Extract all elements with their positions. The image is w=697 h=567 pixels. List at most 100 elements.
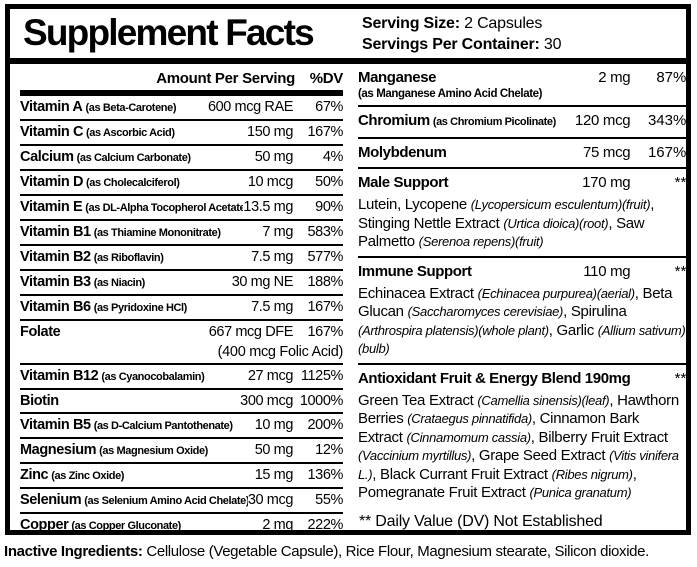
nutrient-name-group: Male Support bbox=[358, 172, 582, 193]
ingredient-latin-name: (Allium sativum)(bulb) bbox=[358, 322, 686, 357]
nutrient-dv: 136% bbox=[307, 467, 344, 483]
nutrient-name: Chromium bbox=[358, 112, 430, 129]
nutrient-name-group: Chromium (as Chromium Picolinate) bbox=[358, 110, 575, 133]
nutrient-name: Manganese bbox=[358, 69, 437, 86]
nutrient-dv: ** bbox=[674, 262, 687, 280]
ingredient-latin-name: (Vaccinium myrtillus) bbox=[358, 448, 472, 463]
nutrient-row: Folate 667 mcg DFE 167% (400 mcg Folic Acid… bbox=[20, 321, 343, 365]
nutrient-row: Copper (as Copper Gluconate) 2 mg 222% bbox=[20, 514, 343, 537]
ingredient-text: , Hawthorn Berries bbox=[358, 391, 679, 428]
nutrient-form: (as Niacin) bbox=[93, 277, 146, 289]
nutrient-name: Magnesium bbox=[20, 442, 97, 458]
nutrient-dv: 67% bbox=[315, 99, 343, 115]
nutrient-row-line: Vitamin B6 (as Pyridoxine HCl) 7.5 mg 167% bbox=[20, 297, 343, 318]
servings-per-container-line: Servings Per Container: 30 bbox=[362, 34, 686, 55]
nutrient-row-line: Folate 667 mcg DFE 167% bbox=[20, 322, 343, 342]
nutrient-row-line: Immune Support 110 mg ** bbox=[358, 261, 686, 282]
nutrient-name: Immune Support bbox=[358, 262, 472, 280]
nutrient-form: (as Magnesium Oxide) bbox=[99, 445, 208, 457]
ingredient-latin-name: (Vitis vinifera L.) bbox=[358, 448, 679, 482]
ingredient-text: Echinacea Extract bbox=[358, 284, 478, 302]
nutrient-form: (as Riboflavin) bbox=[93, 252, 164, 264]
nutrient-row: Vitamin B3 (as Niacin) 30 mg NE 188% bbox=[20, 271, 343, 296]
nutrient-amount-note: (400 mcg Folic Acid) bbox=[217, 344, 344, 360]
nutrient-name: Male Support bbox=[358, 174, 449, 191]
nutrient-row-line: Vitamin B2 (as Riboflavin) 7.5 mg 577% bbox=[20, 247, 343, 268]
ingredient-latin-name: (Punica granatum) bbox=[529, 485, 632, 500]
nutrient-row-line: Manganese 2 mg 87% bbox=[358, 67, 686, 88]
nutrient-name: Vitamin B3 bbox=[20, 274, 91, 290]
inactive-ingredients: Inactive Ingredients: Cellulose (Vegetab… bbox=[4, 543, 696, 560]
ingredient-text: , Spirulina bbox=[563, 303, 627, 320]
serving-info: Serving Size: 2 Capsules Servings Per Co… bbox=[352, 9, 686, 58]
nutrient-form: (as Pyridoxine HCl) bbox=[93, 302, 188, 314]
nutrient-row: Selenium (as Selenium Amino Acid Chelate)… bbox=[20, 489, 343, 514]
servings-per-container-value: 30 bbox=[539, 36, 562, 53]
nutrient-name: Selenium bbox=[20, 492, 82, 508]
nutrient-row-line: Vitamin C (as Ascorbic Acid) 150 mg 167% bbox=[20, 122, 343, 143]
nutrient-row: Zinc (as Zinc Oxide) 15 mg 136% bbox=[20, 464, 343, 489]
nutrient-row-line: Vitamin B1 (as Thiamine Mononitrate) 7 mg 5… bbox=[20, 222, 343, 243]
nutrient-amount: 7.5 mg bbox=[251, 249, 293, 265]
nutrient-name: Vitamin C bbox=[20, 124, 84, 140]
nutrient-form: (as Cholecalciferol) bbox=[86, 177, 180, 189]
nutrient-form: (as Thiamine Mononitrate) bbox=[93, 227, 221, 239]
nutrient-dv: ** bbox=[674, 369, 687, 387]
nutrient-dv: 167% bbox=[307, 299, 344, 315]
ingredient-latin-name: (Echinacea purpurea)(aerial) bbox=[477, 285, 635, 301]
nutrient-dv: 90% bbox=[315, 199, 343, 215]
nutrient-name-group: Molybdenum bbox=[358, 142, 583, 163]
nutrient-row-line: Copper (as Copper Gluconate) 2 mg 222% bbox=[20, 515, 343, 536]
nutrient-row: Vitamin B5 (as D-Calcium Pantothenate) 10 … bbox=[20, 414, 343, 439]
nutrient-row: Manganese 2 mg 87% (as Manganese Amino Acid… bbox=[358, 64, 687, 107]
nutrient-name: Vitamin D bbox=[20, 174, 84, 190]
nutrient-form: (as Calcium Carbonate) bbox=[76, 152, 191, 164]
nutrient-amount: 13.5 mg bbox=[243, 199, 293, 215]
nutrient-row: Immune Support 110 mg ** Echinacea Extract … bbox=[358, 258, 687, 365]
panel-title: Supplement Facts bbox=[23, 12, 315, 53]
nutrient-row-line: Vitamin B5 (as D-Calcium Pantothenate) 10 … bbox=[20, 415, 343, 436]
nutrient-row: Vitamin B1 (as Thiamine Mononitrate) 7 mg 5… bbox=[20, 221, 343, 246]
nutrient-row: Vitamin A (as Beta-Carotene) 600 mcg RAE 67… bbox=[20, 96, 343, 121]
nutrient-dv: 200% bbox=[307, 417, 344, 433]
nutrient-amount: 170 mg bbox=[582, 174, 631, 191]
nutrient-dv: 1000% bbox=[299, 393, 344, 409]
nutrient-amount: 600 mcg RAE bbox=[207, 99, 293, 115]
nutrient-name: Biotin bbox=[20, 393, 59, 409]
left-header-divider-bar bbox=[20, 90, 343, 96]
nutrient-dv: 55% bbox=[315, 492, 343, 508]
ingredient-text: , Garlic bbox=[548, 321, 598, 339]
nutrient-name: Vitamin B2 bbox=[20, 249, 91, 265]
nutrient-name-group: Antioxidant Fruit & Energy Blend 190mg bbox=[358, 368, 630, 389]
nutrient-name: Vitamin B5 bbox=[20, 417, 91, 433]
nutrient-dv: 222% bbox=[307, 517, 344, 533]
nutrient-row-line: Vitamin B3 (as Niacin) 30 mg NE 188% bbox=[20, 272, 343, 293]
nutrient-row: Antioxidant Fruit & Energy Blend 190mg **… bbox=[358, 365, 686, 507]
nutrient-row: Magnesium (as Magnesium Oxide) 50 mg 12% bbox=[20, 439, 343, 464]
nutrients-area: Amount Per Serving %DV Vitamin A (as Beta… bbox=[10, 64, 687, 533]
nutrient-name-group: Manganese bbox=[358, 67, 598, 88]
nutrient-form: (as Zinc Oxide) bbox=[51, 470, 125, 482]
nutrient-amount: 50 mg bbox=[254, 149, 294, 165]
nutrient-dv: 1125% bbox=[300, 368, 343, 384]
right-nutrient-rows: Manganese 2 mg 87% (as Manganese Amino Acid… bbox=[358, 64, 687, 507]
daily-value-footnote: ** Daily Value (DV) Not Established bbox=[359, 512, 603, 530]
blend-ingredients: Echinacea Extract (Echinacea purpurea)(a… bbox=[358, 285, 686, 359]
ingredient-latin-name: (Crataegus pinnatifida) bbox=[407, 411, 532, 426]
nutrient-dv: 343% bbox=[647, 112, 687, 129]
nutrient-dv: ** bbox=[674, 174, 687, 191]
nutrient-name: Vitamin A bbox=[20, 99, 83, 115]
left-nutrient-rows: Vitamin A (as Beta-Carotene) 600 mcg RAE 67… bbox=[20, 96, 343, 537]
nutrient-form: (as Cyanocobalamin) bbox=[101, 371, 205, 383]
nutrient-form: (as Ascorbic Acid) bbox=[86, 127, 175, 139]
inactive-ingredients-label: Inactive Ingredients: bbox=[4, 543, 143, 560]
ingredient-text: , Beta Glucan bbox=[358, 284, 673, 321]
nutrient-row: Calcium (as Calcium Carbonate) 50 mg 4% bbox=[20, 146, 343, 171]
nutrient-row: Biotin 300 mcg 1000% bbox=[20, 390, 343, 414]
nutrient-dv: 87% bbox=[656, 69, 687, 86]
supplement-facts-panel: Supplement Facts Serving Size: 2 Capsule… bbox=[5, 4, 691, 535]
ingredient-text: , Grape Seed Extract bbox=[471, 447, 610, 464]
nutrient-amount: 75 mcg bbox=[582, 144, 631, 161]
nutrient-row-line: Chromium (as Chromium Picolinate) 120 mcg 3… bbox=[358, 110, 686, 133]
nutrient-row-line: Molybdenum 75 mcg 167% bbox=[358, 142, 686, 163]
